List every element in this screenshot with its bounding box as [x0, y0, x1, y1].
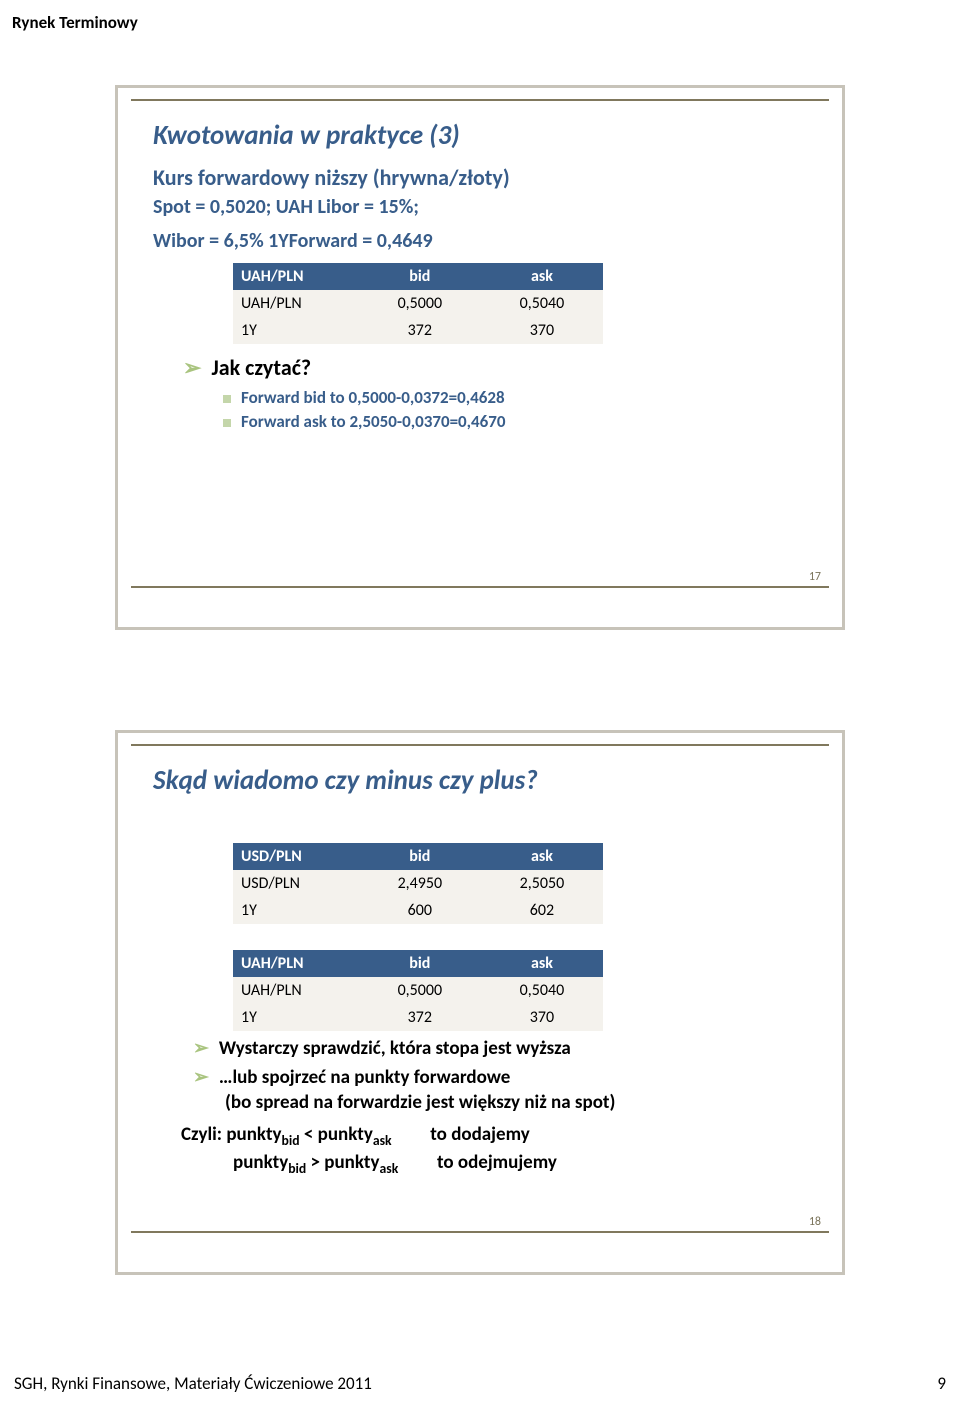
td-label: 1Y: [233, 897, 359, 924]
sub-bid: bid: [282, 1132, 300, 1149]
td-bid: 2,4950: [359, 870, 481, 897]
table-row: USD/PLN 2,4950 2,5050: [233, 870, 603, 897]
th-bid: bid: [359, 263, 481, 290]
square-icon: [223, 419, 231, 427]
czyli-word: > punkty: [311, 1151, 380, 1174]
sub-bullet: Forward ask to 2,5050-0,0370=0,4670: [223, 411, 807, 432]
slide-subtitle-1: Kurs forwardowy niższy (hrywna/złoty): [153, 164, 807, 191]
bullet-note: (bo spread na forwardzie jest większy ni…: [225, 1091, 807, 1114]
footer-left: SGH, Rynki Finansowe, Materiały Ćwiczeni…: [14, 1373, 372, 1394]
czyli-result: to dodajemy: [430, 1123, 529, 1146]
td-bid: 0,5000: [359, 290, 481, 317]
slide-number: 17: [809, 570, 821, 584]
bullet-line: ➢ Jak czytać?: [183, 354, 807, 381]
sub-ask: ask: [373, 1132, 392, 1149]
td-ask: 602: [481, 897, 603, 924]
sub-bullet: Forward bid to 0,5000-0,0372=0,4628: [223, 387, 807, 408]
td-label: 1Y: [233, 317, 359, 344]
uah-table-2: UAH/PLN bid ask UAH/PLN 0,5000 0,5040 1Y…: [233, 950, 603, 1031]
slide-title: Skąd wiadomo czy minus czy plus?: [153, 764, 807, 797]
bullet-text: …lub spojrzeć na punkty forwardowe: [219, 1066, 510, 1089]
slide-title: Kwotowania w praktyce (3): [153, 119, 807, 152]
th-pair: USD/PLN: [233, 843, 359, 870]
td-label: 1Y: [233, 1004, 359, 1031]
uah-table: UAH/PLN bid ask UAH/PLN 0,5000 0,5040 1Y…: [233, 263, 603, 344]
th-ask: ask: [481, 843, 603, 870]
td-bid: 372: [359, 1004, 481, 1031]
th-pair: UAH/PLN: [233, 950, 359, 977]
table-header-row: USD/PLN bid ask: [233, 843, 603, 870]
czyli-block: Czyli: punktybid < punktyask to dodajemy…: [181, 1122, 807, 1179]
th-bid: bid: [359, 950, 481, 977]
table-row: 1Y 372 370: [233, 1004, 603, 1031]
td-label: UAH/PLN: [233, 290, 359, 317]
page-header: Rynek Terminowy: [12, 12, 138, 33]
bullet-text: Jak czytać?: [211, 354, 311, 381]
bullet-line: ➢ Wystarczy sprawdzić, która stopa jest …: [193, 1037, 807, 1060]
slide-inner: Skąd wiadomo czy minus czy plus? USD/PLN…: [131, 744, 829, 1233]
td-bid: 600: [359, 897, 481, 924]
sub-ask: ask: [380, 1160, 399, 1177]
sub-bullet-text: Forward ask to 2,5050-0,0370=0,4670: [241, 411, 506, 432]
slide-number: 18: [809, 1215, 821, 1229]
table-row: UAH/PLN 0,5000 0,5040: [233, 977, 603, 1004]
th-pair: UAH/PLN: [233, 263, 359, 290]
slide-2: Skąd wiadomo czy minus czy plus? USD/PLN…: [115, 730, 845, 1275]
bullet-line: ➢ …lub spojrzeć na punkty forwardowe: [193, 1066, 807, 1089]
czyli-result: to odejmujemy: [437, 1151, 557, 1174]
czyli-label: Czyli:: [181, 1123, 222, 1146]
table-row: UAH/PLN 0,5000 0,5040: [233, 290, 603, 317]
th-ask: ask: [481, 263, 603, 290]
table-row: 1Y 372 370: [233, 317, 603, 344]
page-footer: SGH, Rynki Finansowe, Materiały Ćwiczeni…: [14, 1373, 946, 1394]
td-bid: 0,5000: [359, 977, 481, 1004]
td-ask: 0,5040: [481, 290, 603, 317]
th-bid: bid: [359, 843, 481, 870]
square-icon: [223, 395, 231, 403]
slide-inner: Kwotowania w praktyce (3) Kurs forwardow…: [131, 99, 829, 588]
usd-table: USD/PLN bid ask USD/PLN 2,4950 2,5050 1Y…: [233, 843, 603, 924]
bullet-text: Wystarczy sprawdzić, która stopa jest wy…: [219, 1037, 571, 1060]
czyli-line-2: punktybid > punktyask to odejmujemy: [233, 1150, 807, 1178]
table-header-row: UAH/PLN bid ask: [233, 263, 603, 290]
arrow-icon: ➢: [193, 1039, 209, 1058]
footer-right: 9: [937, 1373, 946, 1394]
czyli-word: < punkty: [304, 1123, 373, 1146]
slide-subtitle-2: Spot = 0,5020; UAH Libor = 15%;: [153, 195, 807, 219]
td-label: UAH/PLN: [233, 977, 359, 1004]
czyli-line-1: Czyli: punktybid < punktyask to dodajemy: [181, 1122, 807, 1150]
czyli-word: punkty: [226, 1123, 281, 1146]
td-ask: 370: [481, 317, 603, 344]
td-ask: 2,5050: [481, 870, 603, 897]
table-row: 1Y 600 602: [233, 897, 603, 924]
arrow-icon: ➢: [193, 1068, 209, 1087]
td-label: USD/PLN: [233, 870, 359, 897]
td-ask: 0,5040: [481, 977, 603, 1004]
table-header-row: UAH/PLN bid ask: [233, 950, 603, 977]
td-bid: 372: [359, 317, 481, 344]
td-ask: 370: [481, 1004, 603, 1031]
slide-subtitle-3: Wibor = 6,5% 1YForward = 0,4649: [153, 229, 807, 253]
sub-bid: bid: [288, 1160, 306, 1177]
arrow-icon: ➢: [183, 357, 201, 379]
czyli-word: punkty: [233, 1151, 288, 1174]
th-ask: ask: [481, 950, 603, 977]
slide-1: Kwotowania w praktyce (3) Kurs forwardow…: [115, 85, 845, 630]
sub-bullet-text: Forward bid to 0,5000-0,0372=0,4628: [241, 387, 505, 408]
